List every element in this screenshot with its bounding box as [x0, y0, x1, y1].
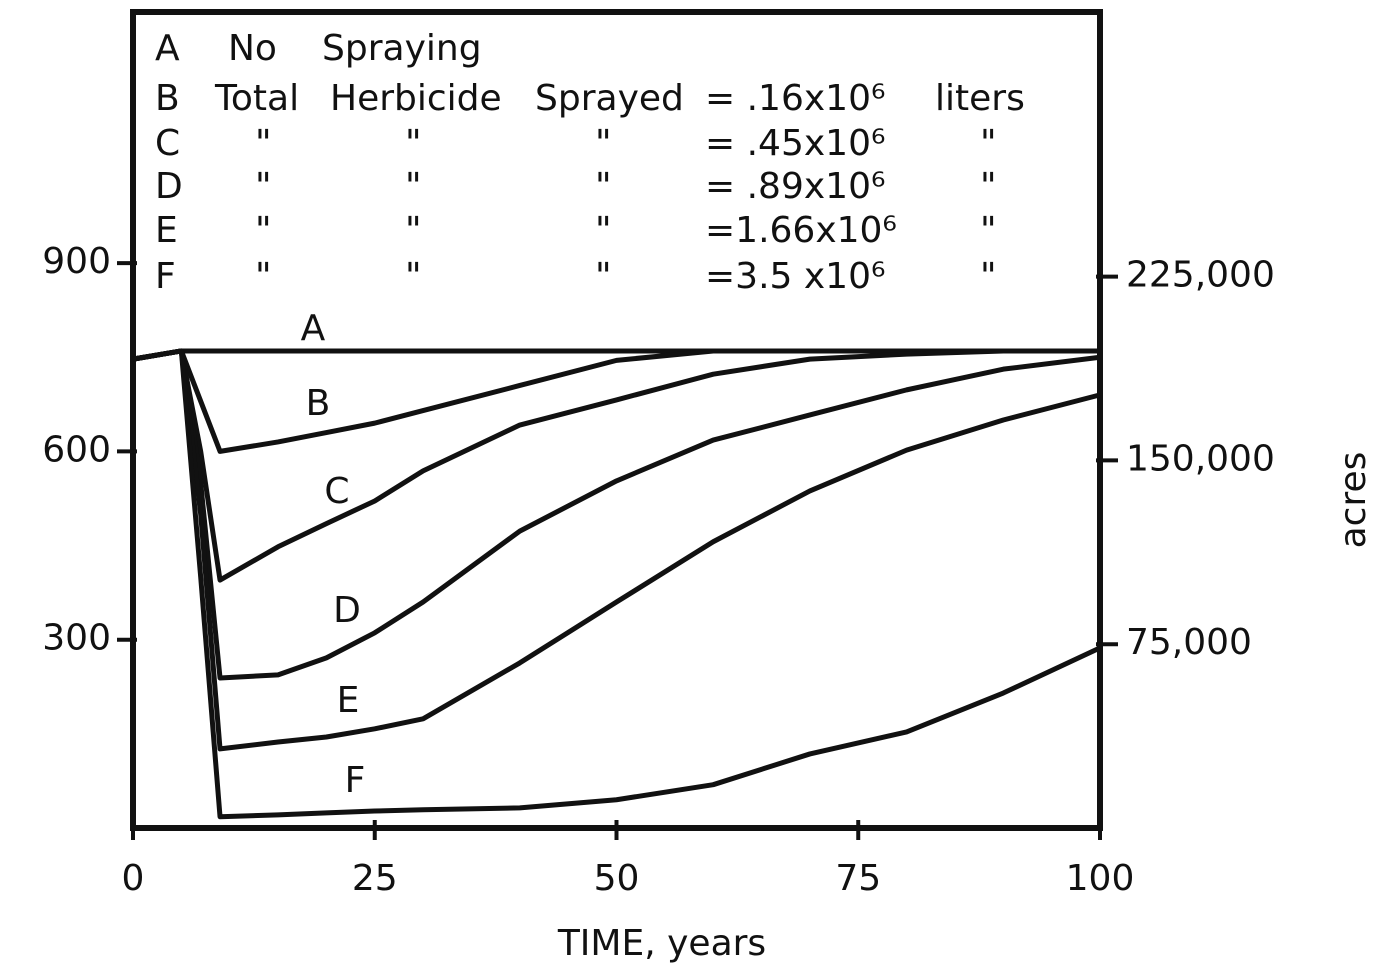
legend-text: ": [980, 256, 997, 297]
legend-text: ": [980, 123, 997, 164]
legend-text: ": [595, 256, 612, 297]
series-label: E: [337, 680, 360, 721]
legend-text: Sprayed: [535, 78, 684, 119]
legend-text: ": [405, 123, 422, 164]
plot-frame: [130, 9, 1103, 831]
series-label: B: [306, 383, 331, 424]
legend-text: Spraying: [322, 28, 482, 69]
y-tick-label: 600: [42, 429, 111, 470]
series-line: [132, 348, 1102, 820]
legend-text: ": [595, 210, 612, 251]
x-tick-label: 75: [835, 858, 881, 899]
series-line: [132, 348, 1101, 681]
legend-text: ": [255, 256, 272, 297]
legend-text: C: [155, 123, 180, 164]
y2-tick-label: 225,000: [1126, 255, 1275, 296]
legend-text: D: [155, 166, 183, 207]
legend-text: ": [405, 256, 422, 297]
legend-text: =3.5 x10⁶: [705, 256, 885, 297]
legend-text: =1.66x10⁶: [705, 210, 897, 251]
legend-text: = .16x10⁶: [705, 78, 885, 119]
legend-text: = .45x10⁶: [705, 123, 885, 164]
series-label: D: [333, 590, 361, 631]
legend-text: B: [155, 78, 180, 119]
legend-text: ": [405, 210, 422, 251]
legend-text: ": [255, 123, 272, 164]
legend-text: A: [155, 28, 180, 69]
series-line: [132, 348, 1100, 454]
series-label: C: [324, 471, 349, 512]
series-line: [132, 348, 1101, 752]
series-label: F: [345, 760, 366, 801]
legend-text: E: [155, 210, 178, 251]
legend-text: Total: [214, 78, 299, 119]
legend-text: F: [155, 256, 176, 297]
legend-text: liters: [935, 78, 1025, 119]
legend-text: ": [980, 166, 997, 207]
y2-axis-label: acres: [1333, 452, 1374, 549]
y-tick-label: 300: [42, 618, 111, 659]
x-tick-label: 0: [122, 858, 145, 899]
legend-text: ": [595, 123, 612, 164]
legend-text: ": [595, 166, 612, 207]
y2-tick-label: 75,000: [1126, 622, 1252, 663]
x-tick-label: 25: [352, 858, 398, 899]
legend-text: Herbicide: [330, 78, 502, 119]
x-axis-label: TIME, years: [557, 923, 766, 964]
legend-text: ": [405, 166, 422, 207]
x-tick-label: 100: [1066, 858, 1135, 899]
series-label: A: [301, 308, 326, 349]
legend-text: ": [255, 210, 272, 251]
series-line: [132, 348, 1100, 583]
legend-text: = .89x10⁶: [705, 166, 885, 207]
x-tick-label: 50: [594, 858, 640, 899]
y-tick-label: 900: [42, 241, 111, 282]
legend-text: No: [228, 28, 277, 69]
legend-text: ": [980, 210, 997, 251]
y2-tick-label: 150,000: [1126, 438, 1275, 479]
legend-text: ": [255, 166, 272, 207]
